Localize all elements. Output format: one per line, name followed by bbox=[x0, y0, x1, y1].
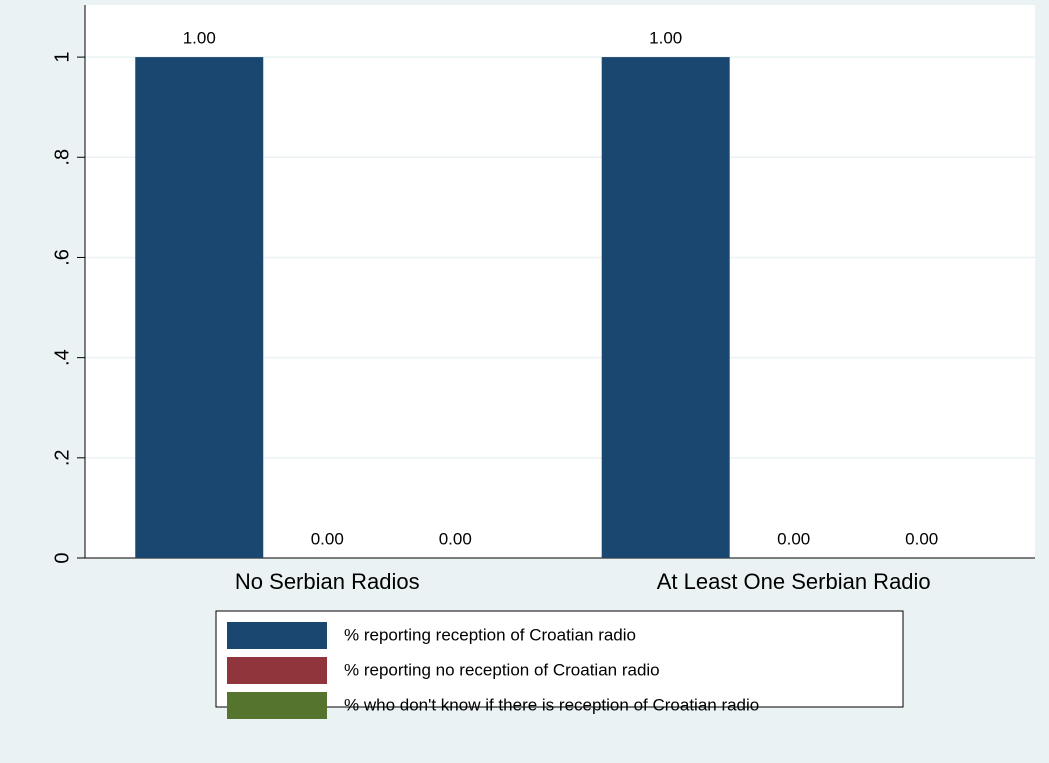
legend-swatch bbox=[227, 657, 327, 684]
y-tick-label: .6 bbox=[51, 249, 73, 266]
value-label: 0.00 bbox=[777, 529, 810, 548]
y-tick-label: .2 bbox=[51, 449, 73, 466]
legend-label: % reporting reception of Croatian radio bbox=[344, 625, 636, 644]
legend-label: % who don't know if there is reception o… bbox=[344, 695, 759, 714]
x-tick-label: At Least One Serbian Radio bbox=[657, 569, 931, 594]
y-tick-label: 1 bbox=[51, 52, 73, 63]
y-tick-label: .4 bbox=[51, 349, 73, 366]
value-label: 0.00 bbox=[439, 529, 472, 548]
value-label: 0.00 bbox=[905, 529, 938, 548]
legend-label: % reporting no reception of Croatian rad… bbox=[344, 660, 660, 679]
x-tick-label: No Serbian Radios bbox=[235, 569, 420, 594]
legend-swatch bbox=[227, 622, 327, 649]
value-label: 0.00 bbox=[311, 529, 344, 548]
y-tick-label: .8 bbox=[51, 149, 73, 166]
value-label: 1.00 bbox=[183, 29, 216, 48]
bar bbox=[135, 57, 264, 558]
legend-swatch bbox=[227, 692, 327, 719]
value-label: 1.00 bbox=[649, 29, 682, 48]
y-tick-label: 0 bbox=[51, 552, 73, 563]
legend-box bbox=[215, 610, 904, 708]
bar bbox=[601, 57, 730, 558]
